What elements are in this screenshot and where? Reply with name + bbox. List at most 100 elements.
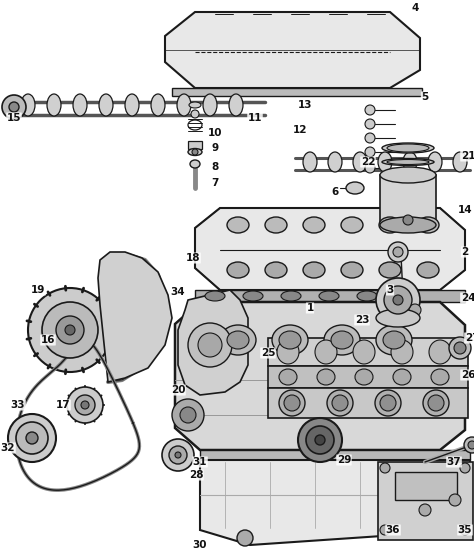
Circle shape (449, 494, 461, 506)
Text: 1: 1 (306, 303, 314, 313)
Bar (268, 366, 468, 388)
Ellipse shape (277, 340, 299, 364)
Text: 14: 14 (458, 205, 472, 215)
Circle shape (8, 414, 56, 462)
Text: 22: 22 (361, 157, 375, 167)
Circle shape (365, 105, 375, 115)
Polygon shape (98, 252, 172, 382)
Text: 27: 27 (465, 333, 474, 343)
Ellipse shape (177, 94, 191, 116)
Circle shape (460, 463, 470, 473)
Ellipse shape (303, 217, 325, 233)
Circle shape (365, 163, 375, 173)
Ellipse shape (417, 262, 439, 278)
Text: 20: 20 (171, 385, 185, 395)
Ellipse shape (328, 152, 342, 172)
Bar (200, 450, 470, 460)
Ellipse shape (319, 291, 339, 301)
Ellipse shape (428, 152, 442, 172)
Ellipse shape (346, 182, 364, 194)
Ellipse shape (324, 325, 360, 355)
Ellipse shape (341, 262, 363, 278)
Circle shape (380, 463, 390, 473)
Ellipse shape (331, 331, 353, 349)
Ellipse shape (272, 325, 308, 355)
Circle shape (403, 215, 413, 225)
Ellipse shape (387, 172, 429, 180)
Ellipse shape (190, 160, 200, 168)
Ellipse shape (379, 217, 401, 233)
Text: 37: 37 (447, 457, 461, 467)
Text: 30: 30 (193, 540, 207, 550)
Circle shape (172, 399, 204, 431)
Circle shape (428, 395, 444, 411)
Text: 11: 11 (248, 113, 262, 123)
Ellipse shape (303, 262, 325, 278)
Ellipse shape (423, 390, 449, 416)
Ellipse shape (205, 291, 225, 301)
Circle shape (380, 395, 396, 411)
Circle shape (42, 302, 98, 358)
Polygon shape (175, 302, 465, 450)
Ellipse shape (47, 94, 61, 116)
Circle shape (2, 95, 26, 119)
Ellipse shape (243, 291, 263, 301)
Circle shape (460, 525, 470, 535)
Ellipse shape (393, 369, 411, 385)
Bar (268, 388, 468, 418)
Ellipse shape (279, 369, 297, 385)
Circle shape (409, 304, 421, 316)
Ellipse shape (99, 94, 113, 116)
Ellipse shape (227, 262, 249, 278)
Circle shape (162, 439, 194, 471)
Ellipse shape (391, 340, 413, 364)
Text: 23: 23 (355, 315, 369, 325)
Circle shape (365, 133, 375, 143)
Circle shape (56, 316, 84, 344)
Polygon shape (392, 253, 404, 298)
Ellipse shape (125, 94, 139, 116)
Ellipse shape (378, 152, 392, 172)
Circle shape (180, 407, 196, 423)
Circle shape (67, 387, 103, 423)
Ellipse shape (403, 152, 417, 172)
Ellipse shape (431, 369, 449, 385)
Circle shape (464, 437, 474, 453)
Circle shape (376, 278, 420, 322)
Bar (380, 175, 436, 225)
Ellipse shape (341, 217, 363, 233)
Ellipse shape (387, 160, 429, 165)
Ellipse shape (303, 152, 317, 172)
Polygon shape (165, 12, 420, 88)
Circle shape (365, 119, 375, 129)
Ellipse shape (203, 94, 217, 116)
Ellipse shape (353, 340, 375, 364)
Text: 29: 29 (337, 455, 351, 465)
Circle shape (468, 441, 474, 449)
Text: 17: 17 (55, 400, 70, 410)
Ellipse shape (429, 340, 451, 364)
Ellipse shape (453, 152, 467, 172)
Circle shape (175, 452, 181, 458)
Ellipse shape (375, 390, 401, 416)
Circle shape (75, 395, 95, 415)
Ellipse shape (353, 152, 367, 172)
Ellipse shape (382, 158, 434, 166)
Text: 26: 26 (461, 370, 474, 380)
Ellipse shape (327, 390, 353, 416)
Text: 7: 7 (211, 178, 219, 188)
Text: 19: 19 (31, 285, 45, 295)
Text: 31: 31 (193, 457, 207, 467)
Ellipse shape (357, 291, 377, 301)
Text: 6: 6 (331, 187, 338, 197)
Circle shape (169, 446, 187, 464)
Bar (395, 472, 457, 500)
Ellipse shape (376, 325, 412, 355)
Ellipse shape (380, 217, 436, 233)
Circle shape (284, 395, 300, 411)
Circle shape (9, 102, 19, 112)
Text: 34: 34 (171, 287, 185, 297)
Polygon shape (178, 290, 248, 395)
Circle shape (419, 504, 431, 516)
Text: 2: 2 (461, 247, 469, 257)
